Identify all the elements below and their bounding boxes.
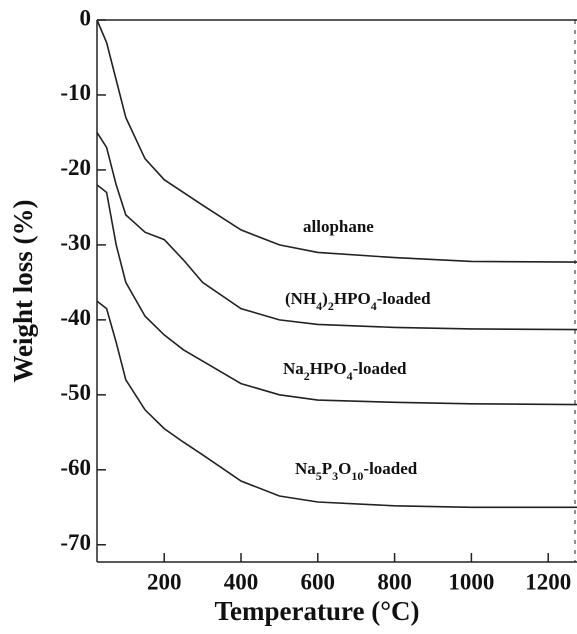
y-tick-label: -40 bbox=[60, 305, 91, 330]
y-axis-title: Weight loss (%) bbox=[8, 199, 38, 382]
curve bbox=[96, 131, 577, 331]
curve-label: allophane bbox=[303, 217, 374, 236]
curve bbox=[96, 184, 577, 406]
y-tick-label: -60 bbox=[60, 455, 91, 480]
x-tick-label: 200 bbox=[147, 569, 182, 594]
curve-label: (NH4)2HPO4-loaded bbox=[285, 289, 431, 313]
y-tick-label: -50 bbox=[60, 380, 91, 405]
x-tick-label: 400 bbox=[224, 569, 259, 594]
curve bbox=[96, 300, 577, 509]
x-tick-label: 1200 bbox=[525, 569, 571, 594]
x-tick-label: 600 bbox=[301, 569, 336, 594]
curve-label: Na5P3O10-loaded bbox=[295, 459, 418, 483]
x-axis-title: Temperature (°C) bbox=[214, 596, 419, 626]
y-tick-label: -70 bbox=[60, 530, 91, 555]
y-tick-label: 0 bbox=[80, 5, 92, 30]
curve bbox=[96, 19, 577, 263]
x-tick-label: 1000 bbox=[448, 569, 494, 594]
x-tick-label: 800 bbox=[377, 569, 412, 594]
y-tick-label: -20 bbox=[60, 155, 91, 180]
y-tick-label: -30 bbox=[60, 230, 91, 255]
y-tick-label: -10 bbox=[60, 80, 91, 105]
curve-label: Na2HPO4-loaded bbox=[283, 359, 407, 383]
